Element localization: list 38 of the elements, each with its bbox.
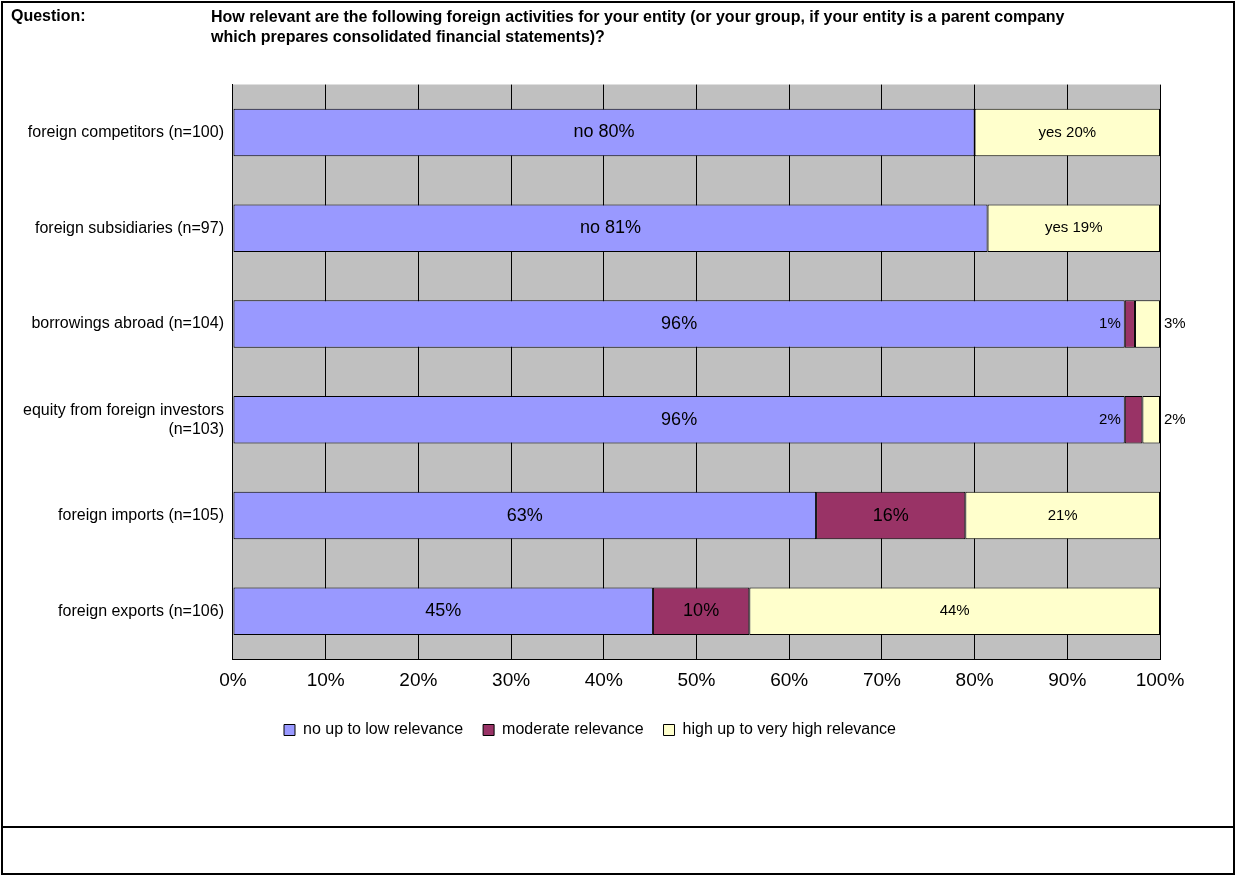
- y-tick-label: foreign competitors (n=100): [27, 122, 224, 140]
- y-tick-label: foreign exports (n=106): [58, 601, 224, 619]
- data-label: 44%: [939, 601, 970, 619]
- x-tick-label: 90%: [1048, 668, 1087, 690]
- data-label: 1%: [1099, 314, 1121, 332]
- data-label: 10%: [683, 600, 720, 621]
- x-tick-label: 40%: [584, 668, 623, 690]
- data-label: 16%: [872, 504, 909, 525]
- x-tick-label: 100%: [1135, 668, 1185, 690]
- legend-label: moderate relevance: [502, 720, 644, 738]
- data-label: 96%: [661, 408, 698, 429]
- x-tick-label: 70%: [862, 668, 902, 690]
- y-tick-label: equity from foreign investors (n=103): [22, 400, 224, 437]
- y-tick-label: foreign imports (n=105): [58, 505, 224, 523]
- x-tick-label: 80%: [955, 668, 994, 690]
- data-label: 2%: [1164, 409, 1186, 427]
- x-tick-label: 0%: [219, 668, 247, 690]
- data-label: 63%: [506, 504, 543, 525]
- x-tick-label: 50%: [677, 668, 716, 690]
- data-label: no 81%: [579, 217, 642, 238]
- chart-title: How relevant are the following foreign activities for your entity (or your group, if your entity is a parent company which prepares consolidated financial statements)?: [211, 7, 1066, 47]
- data-label: 45%: [425, 600, 462, 621]
- y-tick-label: foreign subsidiaries (n=97): [34, 218, 224, 236]
- data-label: yes 20%: [1038, 122, 1097, 140]
- data-label: yes 19%: [1045, 218, 1103, 236]
- data-label: 2%: [1099, 409, 1121, 427]
- data-label: 21%: [1047, 505, 1078, 523]
- x-tick-label: 30%: [492, 668, 531, 690]
- legend-label: high up to very high relevance: [682, 720, 897, 738]
- x-tick-label: 20%: [399, 668, 438, 690]
- data-label: no 80%: [573, 121, 635, 142]
- y-tick-label: borrowings abroad (n=104): [31, 314, 224, 332]
- x-tick-label: 60%: [770, 668, 809, 690]
- text: Question:: [11, 7, 87, 26]
- data-label: 3%: [1164, 314, 1186, 332]
- data-label: 96%: [661, 312, 698, 333]
- legend-label: no up to low relevance: [303, 720, 464, 738]
- x-tick-label: 10%: [306, 668, 345, 690]
